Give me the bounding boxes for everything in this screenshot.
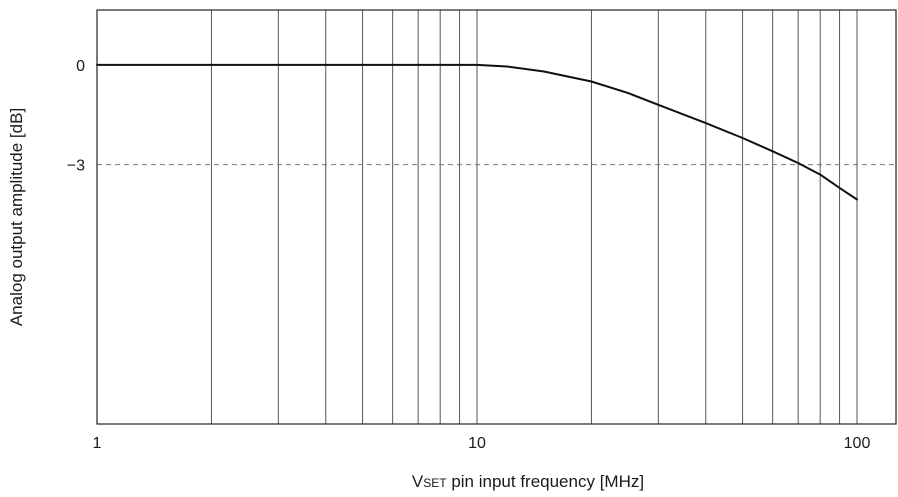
y-tick-label-1: −3 bbox=[67, 158, 85, 175]
x-axis-title: VSET pin input frequency [MHz] bbox=[412, 472, 644, 491]
series-line-0 bbox=[96, 63, 858, 201]
y-axis-title: Analog output amplitude [dB] bbox=[7, 108, 26, 326]
vertical-grid bbox=[210, 10, 858, 424]
x-tick-label-0: 1 bbox=[93, 435, 102, 452]
plot-frame bbox=[96, 9, 897, 425]
x-tick-label-1: 10 bbox=[468, 435, 486, 452]
series-group bbox=[96, 63, 858, 201]
x-axis-title-suffix: pin input frequency [MHz] bbox=[447, 472, 644, 491]
x-tick-label-2: 100 bbox=[844, 435, 871, 452]
x-tick-labels: 1 10 100 bbox=[93, 435, 871, 452]
y-tick-label-0: 0 bbox=[76, 58, 85, 75]
y-tick-labels: 0 −3 bbox=[67, 58, 85, 175]
x-axis-title-subscript: SET bbox=[423, 476, 447, 490]
x-axis-title-prefix: V bbox=[412, 472, 424, 491]
